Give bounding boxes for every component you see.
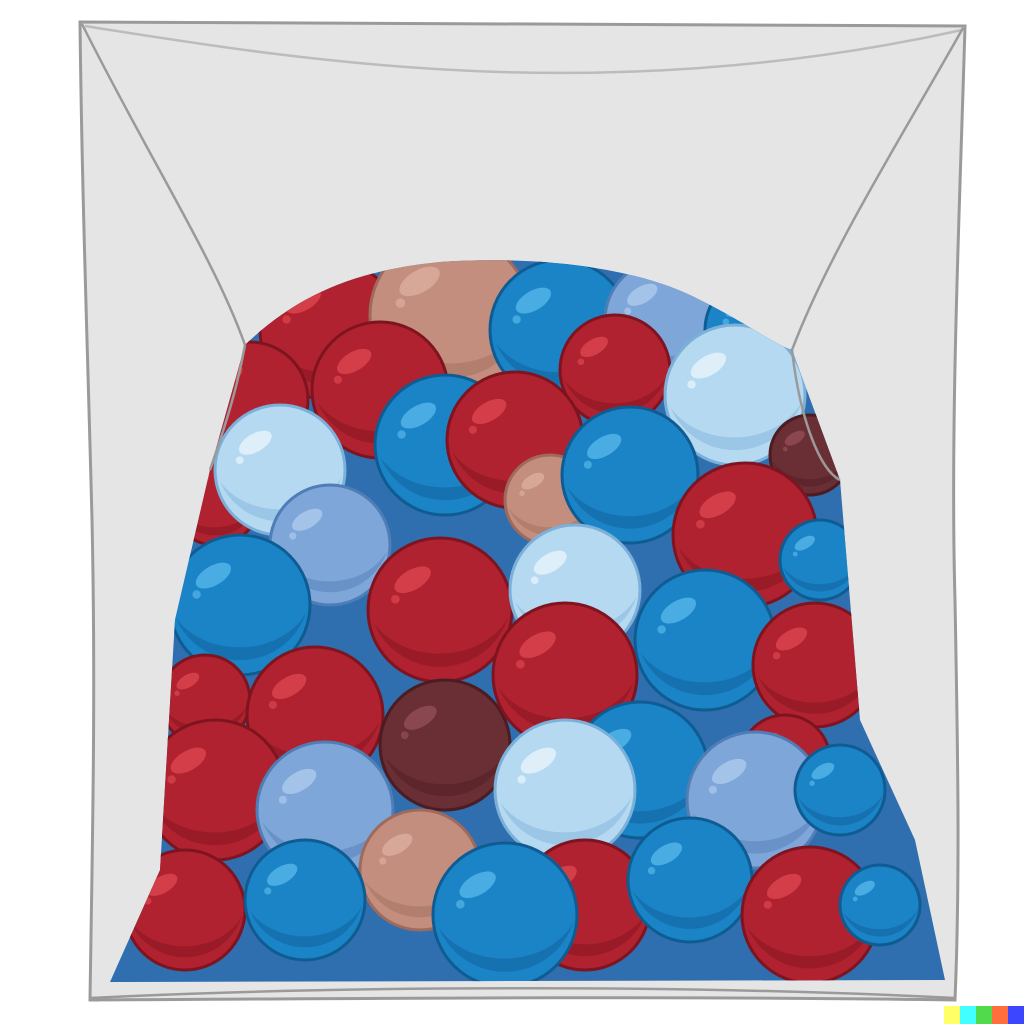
crease-line bbox=[89, 987, 956, 1000]
watermark-swatch bbox=[960, 1006, 976, 1024]
blue-ball bbox=[626, 816, 754, 944]
crease-line bbox=[790, 349, 841, 482]
watermark-swatch bbox=[944, 1006, 960, 1024]
blue-ball bbox=[431, 841, 579, 982]
color-watermark bbox=[944, 1006, 1024, 1024]
blue-ball bbox=[560, 405, 700, 545]
red-ball bbox=[558, 313, 672, 427]
blue-ball bbox=[793, 743, 887, 837]
crease-line bbox=[208, 344, 247, 471]
blue-ball bbox=[633, 568, 777, 712]
bag-creases bbox=[80, 23, 965, 1000]
light-blue-ball bbox=[663, 323, 807, 467]
balls-pile bbox=[123, 260, 922, 982]
light-blue-ball bbox=[493, 718, 637, 862]
watermark-swatch bbox=[976, 1006, 992, 1024]
blue-ball bbox=[243, 838, 367, 962]
crease-line bbox=[80, 23, 247, 346]
watermark-swatch bbox=[992, 1006, 1008, 1024]
crease-line bbox=[84, 24, 963, 75]
blue-ball bbox=[168, 533, 312, 677]
maroon-ball bbox=[378, 678, 512, 812]
watermark-swatch bbox=[1008, 1006, 1024, 1024]
bag-window bbox=[110, 260, 945, 982]
blue-ball bbox=[838, 863, 922, 947]
red-ball bbox=[366, 536, 514, 684]
crease-line bbox=[790, 27, 965, 351]
